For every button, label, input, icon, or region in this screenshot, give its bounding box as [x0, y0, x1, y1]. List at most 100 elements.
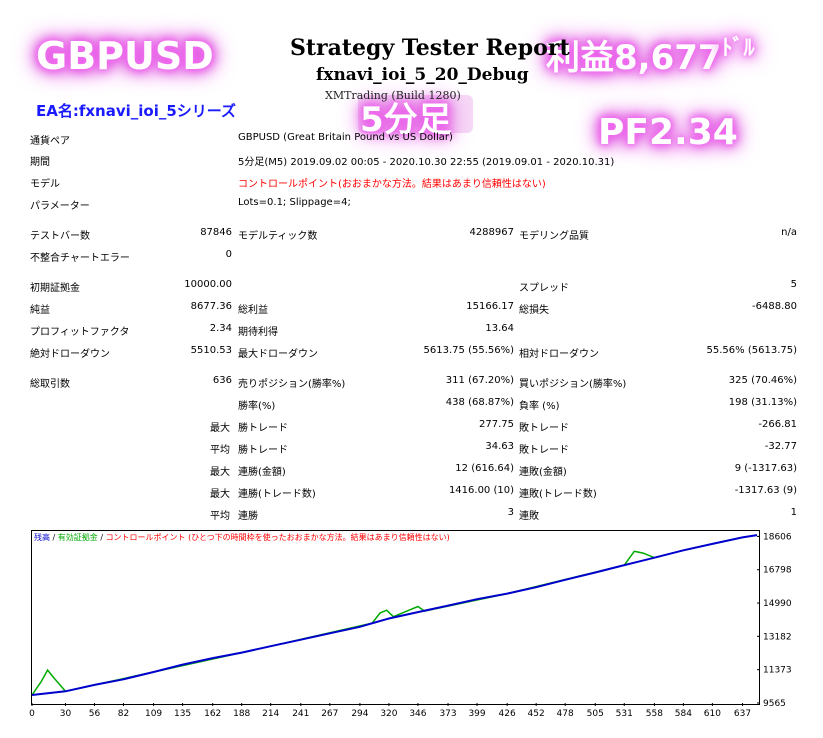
label-average-win: 勝トレード — [238, 445, 288, 456]
ea-name-label: EA名:fxnavi_ioi_5シリーズ — [36, 102, 237, 120]
prefix-largest-2: 最大 — [210, 467, 230, 478]
label-bars: テストバー数 — [30, 231, 90, 242]
label-ticks: モデルティック数 — [238, 231, 318, 242]
label-consecutive-profit: 連勝(トレード数) — [238, 489, 316, 500]
legend-equity: 有効証拠金 — [57, 533, 98, 542]
label-relative-drawdown: 相対ドローダウン — [519, 349, 599, 360]
x-tick-label: 267 — [321, 709, 338, 719]
value-largest-loss: -266.81 — [758, 419, 797, 430]
chart-legend: 残高 / 有効証拠金 / コントロールポイント (ひとつ下の時間枠を使ったおおま… — [34, 532, 450, 543]
x-tick-label: 56 — [89, 709, 101, 719]
value-expected-payoff: 13.64 — [485, 323, 514, 334]
x-tick-label: 135 — [174, 709, 191, 719]
x-tick-label: 584 — [675, 709, 692, 719]
legend-separator-1: / — [50, 533, 58, 542]
value-net-profit: 8677.36 — [190, 301, 232, 312]
y-tick-label: 16798 — [763, 566, 792, 576]
label-expected-payoff: 期待利得 — [238, 327, 278, 338]
value-deposit: 10000.00 — [184, 279, 232, 290]
x-tick-label: 531 — [616, 709, 633, 719]
value-gross-profit: 15166.17 — [466, 301, 514, 312]
prefix-largest-3: 最大 — [210, 489, 230, 500]
report-ea-file: fxnavi_ioi_5_20_Debug — [316, 65, 529, 85]
label-net-profit: 純益 — [30, 305, 50, 316]
label-loss-rate: 負率 (%) — [519, 401, 560, 412]
x-tick-label: 426 — [499, 709, 516, 719]
label-absolute-drawdown: 絶対ドローダウン — [30, 349, 110, 360]
prefix-average-2: 平均 — [210, 511, 230, 522]
label-profit-factor: プロフィットファクタ — [30, 327, 130, 338]
value-average-loss: -32.77 — [764, 441, 797, 452]
profit-overlay-text: 利益8,677 — [546, 38, 722, 78]
value-period: 5分足(M5) 2019.09.02 00:05 - 2020.10.30 22… — [238, 157, 615, 168]
value-relative-drawdown: 55.56% (5613.75) — [706, 345, 797, 356]
label-deposit: 初期証拠金 — [30, 283, 80, 294]
label-total-trades: 総取引数 — [30, 379, 70, 390]
value-spread: 5 — [790, 279, 797, 290]
profit-overlay: 利益8,677ﾄﾞﾙ — [546, 30, 755, 79]
label-maximal-drawdown: 最大ドローダウン — [238, 349, 318, 360]
label-average-consecutive-losses: 連敗 — [519, 511, 539, 522]
x-tick-label: 294 — [351, 709, 368, 719]
value-short-positions: 311 (67.20%) — [445, 375, 514, 386]
value-mismatch: 0 — [225, 249, 232, 260]
value-model: コントロールポイント(おおまかな方法。結果はあまり信頼性はない) — [238, 179, 546, 190]
y-tick-label: 18606 — [763, 532, 792, 542]
timeframe-badge-bg — [358, 95, 473, 133]
label-gross-loss: 総損失 — [519, 305, 549, 316]
value-largest-win: 277.75 — [479, 419, 514, 430]
label-quality: モデリング品質 — [519, 231, 589, 242]
value-consecutive-losses: 9 (-1317.63) — [734, 463, 797, 474]
value-average-win: 34.63 — [485, 441, 514, 452]
value-ticks: 4288967 — [469, 227, 514, 238]
label-largest-loss: 敗トレード — [519, 423, 569, 434]
label-mismatch: 不整合チャートエラー — [30, 253, 130, 264]
legend-separator-2: / — [97, 533, 106, 542]
pair-overlay: GBPUSD — [36, 34, 214, 78]
value-gross-loss: -6488.80 — [752, 301, 797, 312]
x-tick-label: 505 — [587, 709, 604, 719]
value-bars: 87846 — [200, 227, 232, 238]
label-consecutive-loss: 連敗(トレード数) — [519, 489, 597, 500]
label-average-loss: 敗トレード — [519, 445, 569, 456]
value-average-consecutive-losses: 1 — [790, 507, 797, 518]
value-maximal-drawdown: 5613.75 (55.56%) — [423, 345, 514, 356]
value-total-trades: 636 — [212, 375, 232, 386]
label-model: モデル — [30, 179, 60, 190]
y-tick-label: 9565 — [763, 699, 786, 709]
y-tick-label: 14990 — [763, 599, 792, 609]
prefix-largest-1: 最大 — [210, 423, 230, 434]
value-win-rate: 438 (68.87%) — [445, 397, 514, 408]
x-tick-label: 399 — [468, 709, 485, 719]
x-tick-label: 346 — [409, 709, 426, 719]
value-profit-factor: 2.34 — [209, 323, 232, 334]
label-consecutive-wins: 連勝(金額) — [238, 467, 286, 478]
legend-balance: 残高 — [34, 533, 50, 542]
x-tick-label: 320 — [380, 709, 397, 719]
prefix-average-1: 平均 — [210, 445, 230, 456]
x-tick-label: 82 — [118, 709, 129, 719]
balance-line — [31, 534, 758, 696]
label-average-consecutive-wins: 連勝 — [238, 511, 258, 522]
report-broker: XMTrading (Build 1280) — [325, 89, 461, 102]
label-consecutive-losses: 連敗(金額) — [519, 467, 567, 478]
value-consecutive-profit: 1416.00 (10) — [448, 485, 514, 496]
value-consecutive-loss: -1317.63 (9) — [734, 485, 797, 496]
profit-overlay-unit: ﾄﾞﾙ — [721, 36, 755, 61]
legend-model: コントロールポイント (ひとつ下の時間枠を使ったおおまかな方法。結果はあまり信頼… — [105, 533, 450, 542]
x-tick-label: 558 — [646, 709, 663, 719]
value-quality: n/a — [781, 227, 797, 238]
x-tick-label: 373 — [439, 709, 456, 719]
label-parameters: パラメーター — [30, 201, 90, 212]
x-tick-label: 452 — [528, 709, 545, 719]
x-tick-label: 0 — [29, 709, 35, 719]
value-long-positions: 325 (70.46%) — [728, 375, 797, 386]
x-tick-label: 610 — [704, 709, 721, 719]
label-short-positions: 売りポジション(勝率%) — [238, 379, 346, 390]
label-symbol: 通貨ペア — [30, 136, 70, 147]
x-tick-label: 188 — [233, 709, 250, 719]
label-largest-win: 勝トレード — [238, 423, 288, 434]
label-gross-profit: 総利益 — [238, 305, 268, 316]
x-tick-label: 30 — [60, 709, 72, 719]
